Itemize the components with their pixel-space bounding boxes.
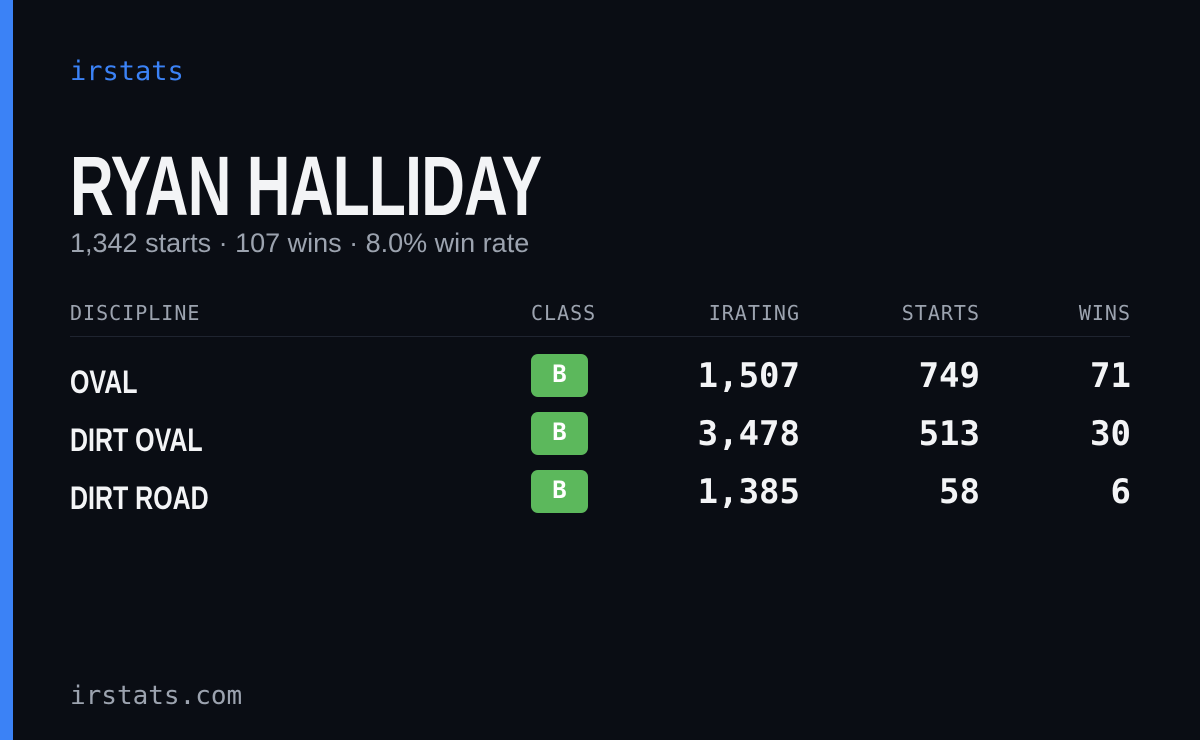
column-header: IRATING [708,301,800,325]
accent-bar [0,0,13,740]
column-header: STARTS [901,301,980,325]
stat-value: 3,478 [697,414,800,454]
stat-value: 71 [1090,356,1131,396]
discipline-name: OVAL [70,364,138,400]
class-badge: B [531,470,588,513]
discipline-name: DIRT OVAL [70,422,203,458]
stat-value: 1,385 [697,472,800,512]
header-rule [70,336,1130,337]
driver-summary: 1,342 starts · 107 wins · 8.0% win rate [70,228,530,258]
footer: irstats.com [70,681,243,711]
discipline-name: DIRT ROAD [70,480,209,516]
column-header: CLASS [531,301,597,325]
class-badge: B [531,412,588,455]
stat-value: 513 [918,414,980,454]
column-header: WINS [1078,301,1131,325]
driver-name: RYAN HALLIDAY [70,139,542,233]
stat-value: 6 [1110,472,1131,512]
class-badge: B [531,354,588,397]
stat-value: 58 [939,472,980,512]
brand: irstats [70,56,184,87]
column-header: DISCIPLINE [70,301,201,325]
stat-value: 30 [1090,414,1131,454]
stat-value: 1,507 [697,356,800,396]
stat-value: 749 [918,356,980,396]
